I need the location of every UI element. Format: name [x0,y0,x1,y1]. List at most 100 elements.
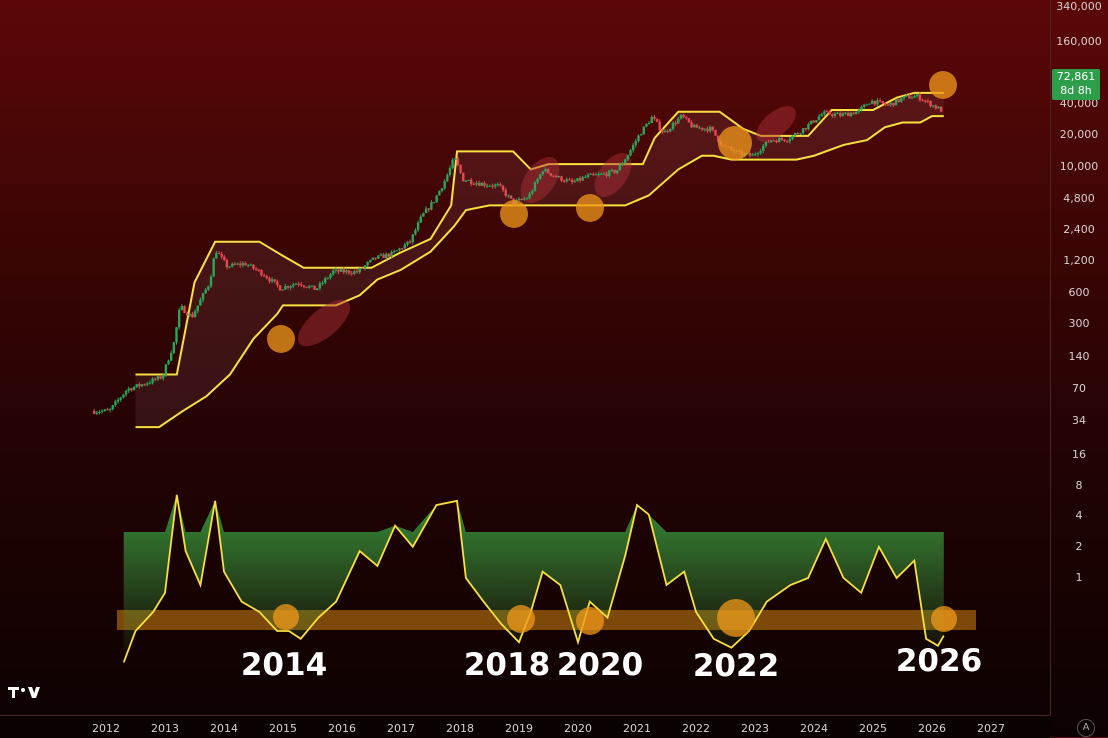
cycle-bottom-marker [273,604,299,630]
candle-body [377,255,380,259]
year-tick-label: 2015 [269,722,297,735]
candle-body [148,382,152,384]
candle-body [135,384,138,387]
year-tick-label: 2020 [564,722,592,735]
cycle-bottom-marker [929,71,957,99]
price-tick-label: 160,000 [1056,35,1102,48]
candle-body [584,176,587,178]
candle-body [363,265,367,269]
candle-body [183,306,186,313]
accumulation-ellipse [756,106,796,142]
cycle-bottom-marker [267,325,295,353]
price-tick-label: 4,800 [1063,192,1095,205]
cycle-bottom-marker [500,200,528,228]
candle-body [913,96,916,98]
candle-body [613,169,616,173]
year-tick-label: 2026 [918,722,946,735]
candle-body [95,412,99,414]
candle-body [252,264,255,269]
candle-body [408,241,412,243]
candle-body [523,198,526,200]
upper-band-line [135,91,944,376]
price-tick-label: 8 [1075,479,1083,492]
candle-body [400,248,404,250]
candle-body [828,111,831,115]
candle-body [857,109,861,112]
candle-body [281,289,284,291]
candle-body [419,216,422,223]
tradingview-logo-icon[interactable] [8,684,40,700]
candle-body [143,384,146,386]
auto-scale-button[interactable]: A [1077,719,1095,737]
candle-body [868,103,871,105]
candle-body [870,100,874,104]
candle-body [780,138,784,140]
year-tick-label: 2025 [859,722,887,735]
candle-body [270,279,274,282]
candle-body [626,155,630,160]
candle-body [878,100,882,102]
candle-body [804,128,807,130]
candle-body [138,384,141,387]
candle-body [462,172,465,182]
candle-body [807,124,810,130]
price-tick-label: 4 [1075,509,1083,522]
candle-body [278,285,282,291]
candle-body [900,98,903,102]
year-tick-label: 2014 [210,722,238,735]
current-price-value: 72,861 [1056,70,1096,83]
candle-body [297,283,300,285]
highlight-year-label: 2026 [895,643,983,679]
current-price-label: 72,861 8d 8h [1052,69,1100,100]
candle-body [801,128,805,134]
candle-body [456,158,460,166]
candle-body [788,139,792,142]
candle-body [693,125,696,128]
candle-body [188,313,191,316]
candle-body [931,105,935,107]
candle-body [815,120,818,123]
candle-body [647,123,651,125]
candle-body [892,102,895,106]
candle-body [517,198,521,201]
candle-body [658,121,661,130]
candle-body [347,270,351,274]
candle-body [687,118,691,123]
year-tick-label: 2012 [92,722,120,735]
candle-body [159,376,162,379]
candle-body [698,127,701,129]
candle-body [661,129,664,133]
candle-body [520,198,523,200]
candle-body [937,106,940,109]
price-axis[interactable] [1050,0,1108,715]
time-axis[interactable] [0,715,1050,738]
candle-body [382,254,385,258]
highlight-year-label: 2022 [692,648,780,684]
candle-body [793,133,797,136]
candle-body [93,411,96,414]
candle-body [610,169,614,171]
candle-body [485,185,489,187]
candle-body [881,101,884,104]
candle-body [682,114,685,118]
candle-body [549,173,553,176]
candle-body [679,114,683,119]
year-tick-label: 2019 [505,722,533,735]
candle-body [371,257,375,260]
price-tick-label: 40,000 [1059,97,1099,110]
candle-body [355,271,359,273]
candle-body [841,113,845,116]
candle-body [300,284,303,286]
candle-body [374,257,377,259]
year-tick-label: 2023 [741,722,769,735]
price-tick-label: 16 [1072,448,1086,461]
candle-body [616,170,619,173]
candle-body [860,106,863,110]
price-tick-label: 140 [1068,350,1090,363]
candle-body [560,176,563,181]
candle-body [467,179,470,181]
candle-body [239,263,242,266]
candle-body [825,111,829,113]
candle-body [496,184,499,186]
